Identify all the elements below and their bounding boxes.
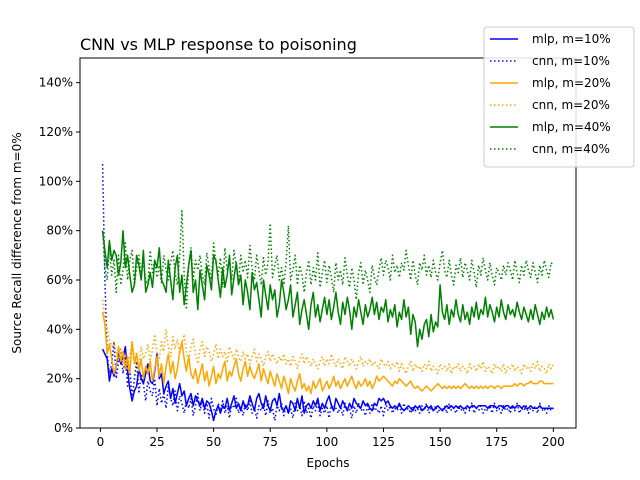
series-line-3 — [101, 299, 555, 375]
legend-label-0: mlp, m=10% — [532, 32, 611, 46]
legend-label-1: cnn, m=10% — [532, 54, 610, 68]
legend-label-5: cnn, m=40% — [532, 142, 610, 156]
x-tick-label: 75 — [263, 435, 278, 449]
y-tick-label: 20% — [46, 372, 73, 386]
y-tick-label: 60% — [46, 273, 73, 287]
y-tick-label: 100% — [39, 174, 73, 188]
series-line-5 — [101, 210, 554, 311]
legend-box — [483, 26, 635, 168]
legend-label-4: mlp, m=40% — [532, 120, 611, 134]
chart-title: CNN vs MLP response to poisoning — [80, 35, 357, 54]
plot-frame — [79, 57, 577, 429]
series-line-0 — [101, 345, 554, 422]
x-tick-label: 125 — [372, 435, 395, 449]
y-axis-label: Source Recall difference from m=0% — [10, 132, 24, 353]
x-tick-label: 175 — [485, 435, 508, 449]
x-tick-label: 100 — [315, 435, 338, 449]
x-tick-label: 150 — [429, 435, 452, 449]
y-axis-ticks: 0% 20% 40% 60% 80% 100% 120% 140% — [39, 76, 80, 435]
legend: mlp, m=10% cnn, m=10% mlp, m=20% cnn, m=20%… — [483, 26, 635, 168]
y-tick-label: 80% — [46, 224, 73, 238]
x-tick-label: 50 — [206, 435, 221, 449]
y-tick-label: 120% — [39, 125, 73, 139]
series-line-4 — [101, 229, 555, 348]
y-tick-label: 140% — [39, 76, 73, 90]
x-tick-label: 0 — [97, 435, 105, 449]
y-tick-label: 40% — [46, 322, 73, 336]
y-tick-label: 0% — [54, 421, 73, 435]
series-layer — [101, 164, 555, 422]
x-tick-label: 200 — [542, 435, 565, 449]
series-line-2 — [101, 311, 554, 395]
legend-label-2: mlp, m=20% — [532, 76, 611, 90]
x-axis-label: Epochs — [307, 456, 350, 470]
x-tick-label: 25 — [149, 435, 164, 449]
legend-label-3: cnn, m=20% — [532, 98, 610, 112]
series-line-1 — [101, 164, 554, 422]
x-axis-ticks: 0 25 50 75 100 125 150 175 200 — [97, 428, 565, 449]
